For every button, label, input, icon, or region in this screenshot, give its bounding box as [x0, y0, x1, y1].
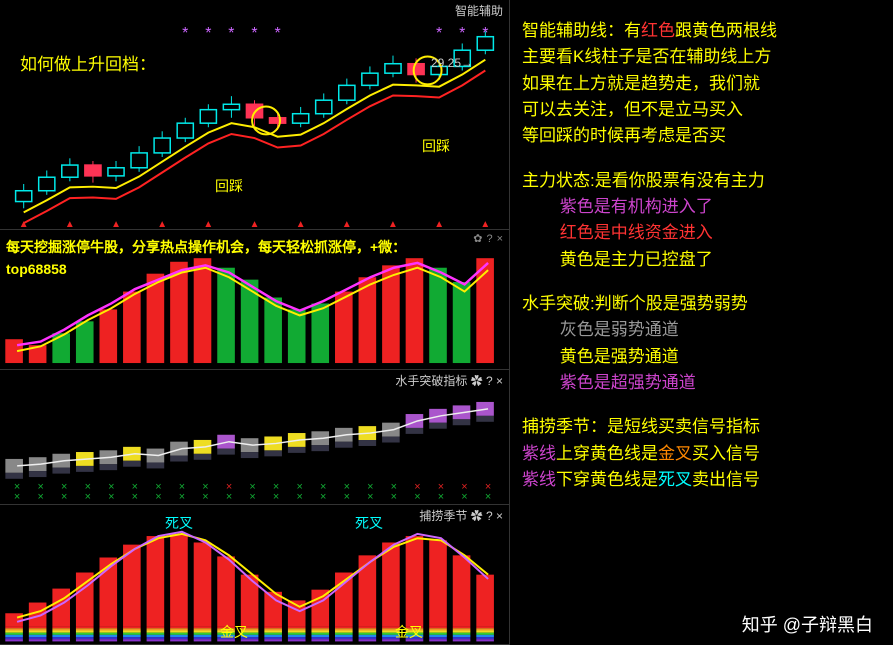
charts-column: 智能辅助 如何做上升回档： 回踩 回踩 29.25→ * * * * * * * * ▲ ▲ ▲ ▲ ▲…: [0, 0, 510, 645]
svg-text:▲: ▲: [65, 219, 75, 229]
svg-text:×: ×: [391, 491, 397, 503]
svg-text:×: ×: [14, 491, 20, 503]
explain-block-1: 智能辅助线：有红色跟黄色两根线主要看K线柱子是否在辅助线上方如果在上方就是趋势走…: [522, 18, 881, 150]
svg-text:×: ×: [85, 491, 91, 503]
svg-text:×: ×: [179, 491, 185, 503]
svg-text:×: ×: [344, 491, 350, 503]
svg-text:×: ×: [132, 491, 138, 503]
svg-text:×: ×: [108, 491, 114, 503]
svg-text:▲: ▲: [480, 219, 490, 229]
deadcross-2: 死叉: [355, 513, 383, 533]
explain-block-2: 主力状态:是看你股票有没有主力 紫色是有机构进入了 红色是中线资金进入 黄色是主…: [522, 168, 881, 273]
svg-text:×: ×: [273, 491, 279, 503]
svg-text:*: *: [274, 25, 280, 42]
svg-text:×: ×: [202, 491, 208, 503]
watermark: 知乎 @子辩黑白: [742, 611, 873, 637]
svg-text:▲: ▲: [19, 219, 29, 229]
flower-icon[interactable]: ✿: [473, 232, 482, 245]
svg-text:*: *: [482, 25, 488, 42]
promo-text: 每天挖掘涨停牛股，分享热点操作机会，每天轻松抓涨停，+微：top68858: [6, 236, 446, 281]
svg-text:×: ×: [61, 491, 67, 503]
svg-text:▲: ▲: [157, 219, 167, 229]
svg-text:▲: ▲: [111, 219, 121, 229]
svg-text:▲: ▲: [250, 219, 260, 229]
svg-text:▲: ▲: [434, 219, 444, 229]
pullback-label-1: 回踩: [215, 176, 243, 196]
svg-text:▲: ▲: [388, 219, 398, 229]
help-icon[interactable]: ?: [486, 233, 492, 245]
svg-text:×: ×: [37, 491, 43, 503]
panel3-header: 水手突破指标 ✿ ? ×: [395, 372, 503, 389]
sailor-chart: ××××××××××××××××××××××××××××××××××××××××…: [0, 370, 509, 504]
svg-text:×: ×: [320, 491, 326, 503]
deadcross-1: 死叉: [165, 513, 193, 533]
svg-text:*: *: [251, 25, 257, 42]
goldcross-1: 金叉: [220, 622, 248, 642]
svg-text:×: ×: [485, 491, 491, 503]
svg-text:*: *: [436, 25, 442, 42]
candle-panel: 智能辅助 如何做上升回档： 回踩 回踩 29.25→ * * * * * * * * ▲ ▲ ▲ ▲ ▲…: [0, 0, 509, 230]
panel-header: 智能辅助: [455, 2, 503, 19]
sailor-panel: 水手突破指标 ✿ ? × ×××××××××××××××××××××××××××…: [0, 370, 509, 505]
goldcross-2: 金叉: [395, 622, 423, 642]
candle-chart: * * * * * * * * ▲ ▲ ▲ ▲ ▲ ▲ ▲ ▲ ▲ ▲ ▲: [0, 0, 509, 229]
pullback-label-2: 回踩: [422, 136, 450, 156]
svg-text:▲: ▲: [342, 219, 352, 229]
explain-block-3: 水手突破:判断个股是强势弱势 灰色是弱势通道 黄色是强势通道 紫色是超强势通道: [522, 291, 881, 396]
svg-text:×: ×: [461, 491, 467, 503]
svg-text:▲: ▲: [203, 219, 213, 229]
svg-text:×: ×: [414, 491, 420, 503]
svg-text:×: ×: [155, 491, 161, 503]
explanation-column: 智能辅助线：有红色跟黄色两根线主要看K线柱子是否在辅助线上方如果在上方就是趋势走…: [510, 0, 893, 645]
svg-text:×: ×: [249, 491, 255, 503]
svg-text:▲: ▲: [296, 219, 306, 229]
svg-text:*: *: [205, 25, 211, 42]
svg-text:*: *: [182, 25, 188, 42]
svg-text:*: *: [228, 25, 234, 42]
explain-block-4: 捕捞季节：是短线买卖信号指标紫线上穿黄色线是金叉买入信号紫线下穿黄色线是死叉卖出…: [522, 414, 881, 493]
panel4-header: 捕捞季节 ✿ ? ×: [419, 507, 503, 524]
svg-text:×: ×: [296, 491, 302, 503]
svg-text:×: ×: [226, 491, 232, 503]
svg-text:×: ×: [367, 491, 373, 503]
price-label: 29.25→: [431, 56, 473, 70]
close-icon[interactable]: ×: [497, 233, 503, 245]
panel2-icons: ✿ ? ×: [473, 232, 503, 245]
mainforce-panel: ✿ ? × 每天挖掘涨停牛股，分享热点操作机会，每天轻松抓涨停，+微：top68…: [0, 230, 509, 370]
season-panel: 捕捞季节 ✿ ? × 死叉 死叉 金叉 金叉: [0, 505, 509, 645]
panel1-title: 如何做上升回档：: [20, 50, 156, 75]
svg-text:*: *: [459, 25, 465, 42]
season-chart: [0, 505, 509, 644]
svg-text:×: ×: [438, 491, 444, 503]
